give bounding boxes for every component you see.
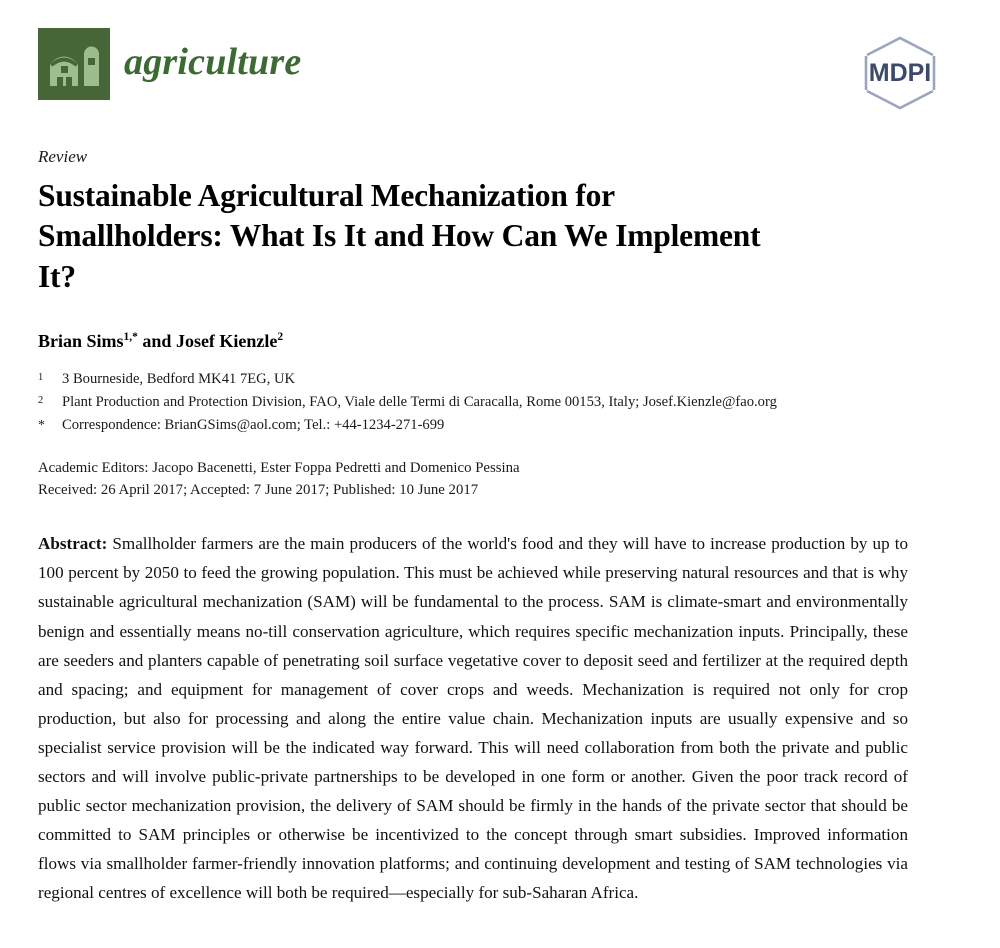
page-title: Sustainable Agricultural Mechanization f… xyxy=(38,178,761,294)
author-list: Brian Sims1,* and Josef Kienzle2 xyxy=(38,331,962,352)
mdpi-hexagon-logo[interactable]: MDPI xyxy=(856,34,944,117)
correspondence-marker: * xyxy=(38,418,45,434)
abstract-text: Smallholder farmers are the main produce… xyxy=(38,534,908,902)
barn-silo-icon xyxy=(38,28,110,100)
abstract-section: Abstract: Smallholder farmers are the ma… xyxy=(38,529,908,907)
academic-editors: Academic Editors: Jacopo Bacenetti, Este… xyxy=(38,459,520,476)
author-name-1[interactable]: Brian Sims xyxy=(38,330,124,351)
correspondence-text: Correspondence: BrianGSims@aol.com; Tel.… xyxy=(62,417,445,434)
author-conjunction: and xyxy=(142,330,172,351)
article-type-label: Review xyxy=(38,147,88,166)
masthead: agriculture MDPI xyxy=(0,0,1000,117)
correspondence-item: * Correspondence: BrianGSims@aol.com; Te… xyxy=(38,414,962,436)
affiliation-item: 2 Plant Production and Protection Divisi… xyxy=(38,391,962,413)
journal-branding[interactable]: agriculture xyxy=(38,28,301,100)
affiliation-list: 1 3 Bourneside, Bedford MK41 7EG, UK 2 P… xyxy=(38,368,962,437)
affiliation-text: 3 Bourneside, Bedford MK41 7EG, UK xyxy=(62,370,296,387)
author-affiliation-marker-2: 2 xyxy=(277,330,284,343)
journal-title: agriculture xyxy=(124,41,302,83)
affiliation-item: 1 3 Bourneside, Bedford MK41 7EG, UK xyxy=(38,368,962,390)
affiliation-marker: 1 xyxy=(38,371,44,383)
mdpi-logo-text: MDPI xyxy=(869,59,932,87)
affiliation-text: Plant Production and Protection Division… xyxy=(62,394,777,411)
author-name-2[interactable]: Josef Kienzle xyxy=(175,330,278,351)
publication-info: Academic Editors: Jacopo Bacenetti, Este… xyxy=(38,457,962,503)
affiliation-marker: 2 xyxy=(38,395,44,407)
publication-dates: Received: 26 April 2017; Accepted: 7 Jun… xyxy=(38,482,479,499)
author-affiliation-marker-1: 1,* xyxy=(123,330,138,343)
abstract-label: Abstract: xyxy=(38,534,108,554)
